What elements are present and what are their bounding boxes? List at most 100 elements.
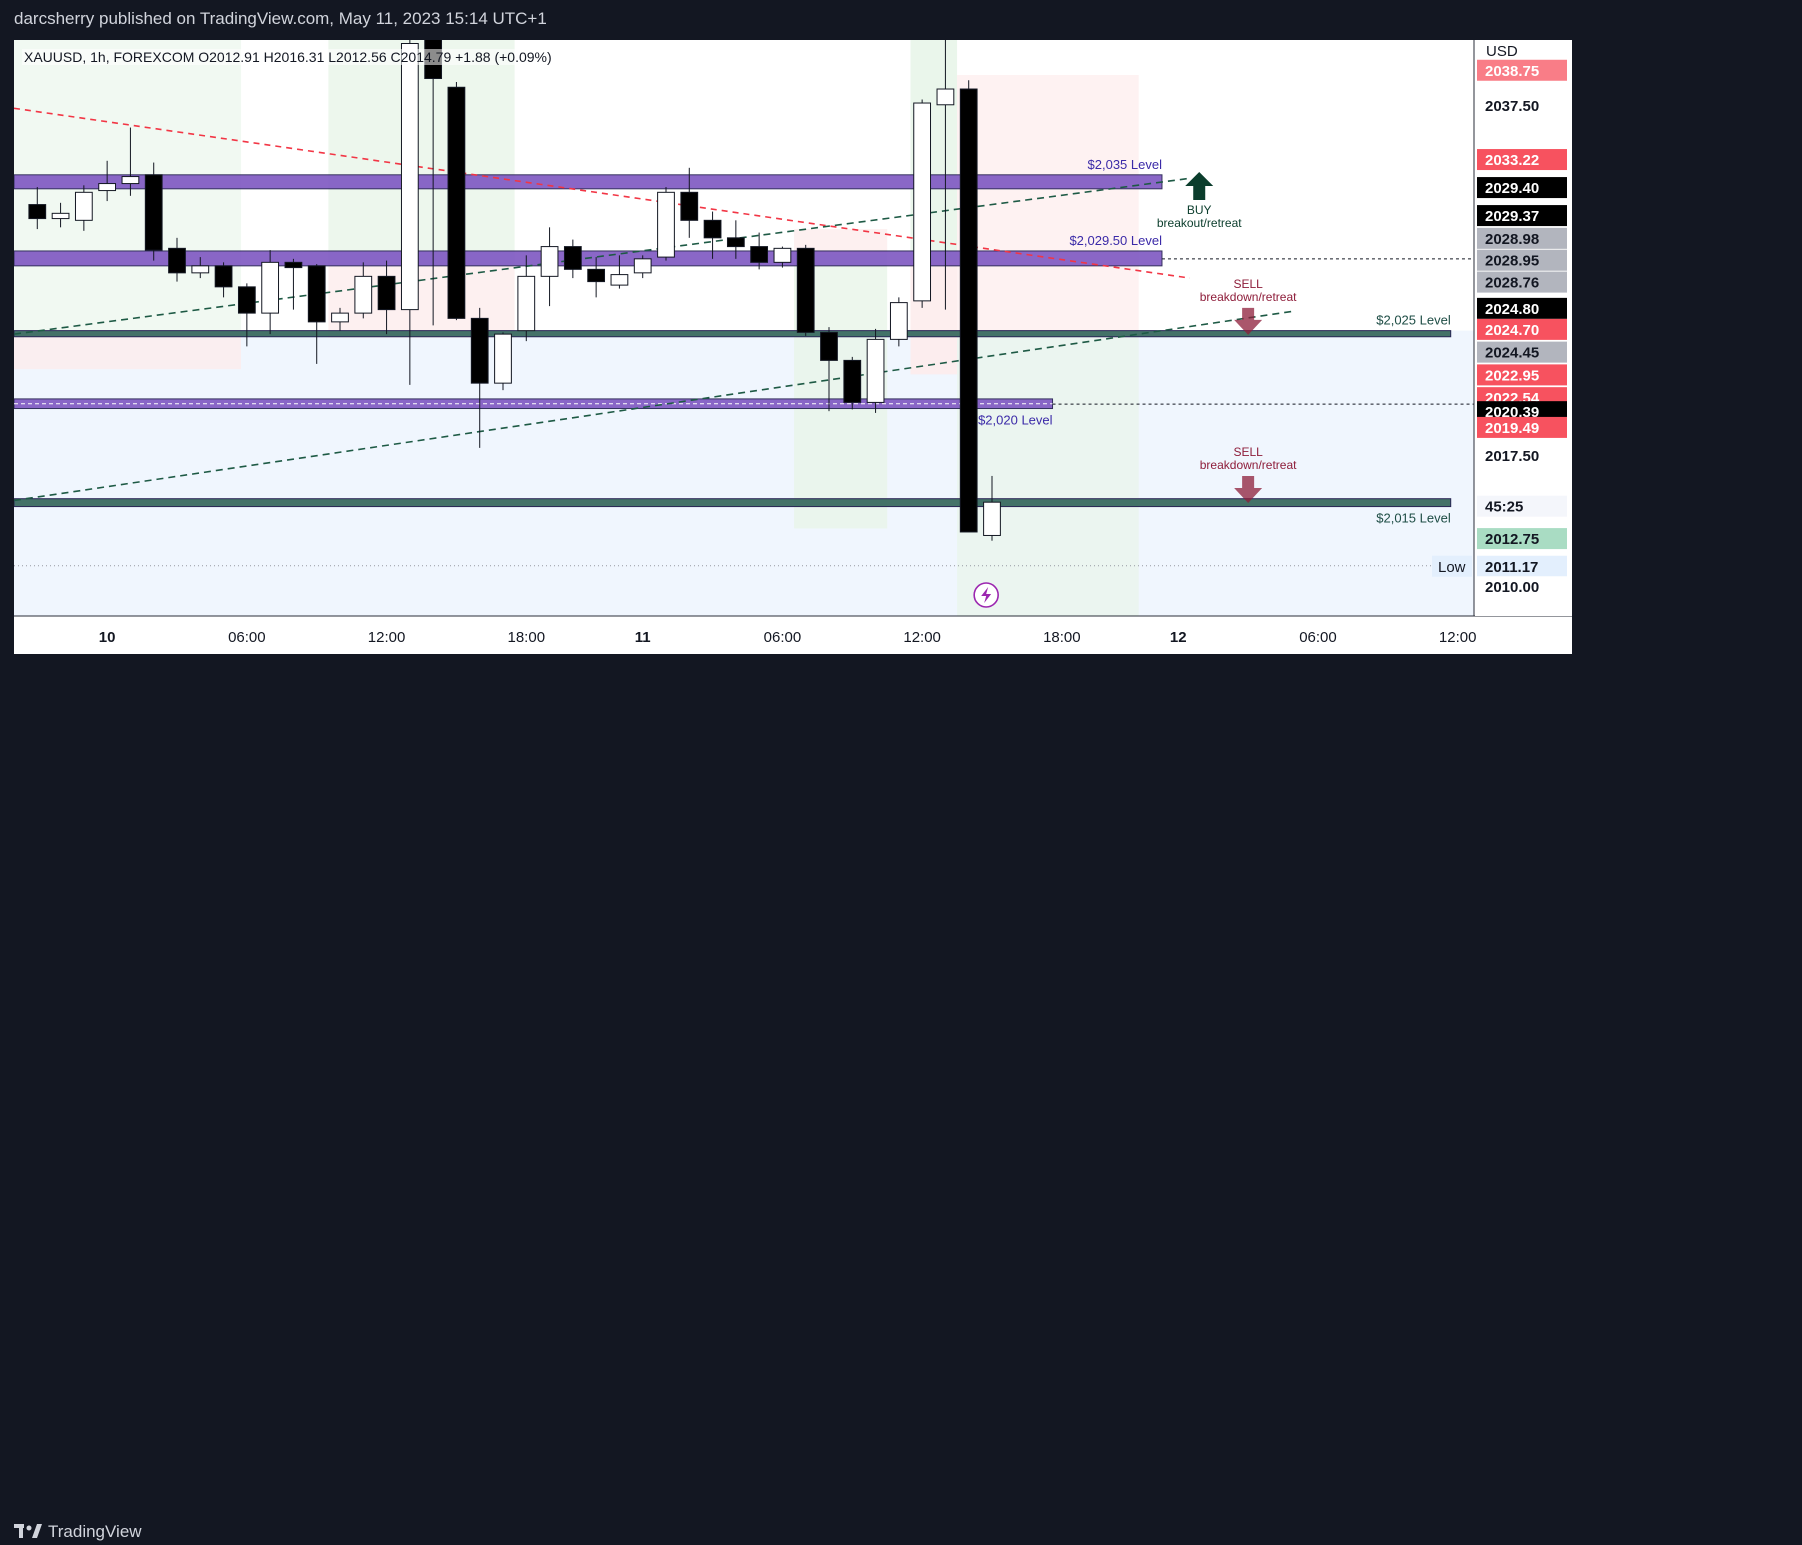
candle-up[interactable] xyxy=(98,183,117,192)
price-label: 2011.17 xyxy=(1485,559,1538,576)
price-label: 2028.98 xyxy=(1485,231,1539,248)
frame-right xyxy=(1572,40,1802,754)
price-label: 2010.00 xyxy=(1485,579,1539,596)
level-band[interactable] xyxy=(13,330,1452,338)
candle-down[interactable] xyxy=(563,246,582,270)
candle-up[interactable] xyxy=(983,501,1001,536)
time-tick-label: 06:00 xyxy=(1299,629,1337,646)
candle-up[interactable] xyxy=(540,246,559,277)
candle-up[interactable] xyxy=(633,258,652,274)
candle-up[interactable] xyxy=(866,338,885,403)
candle-down[interactable] xyxy=(470,317,489,384)
candle-up[interactable] xyxy=(191,265,210,274)
price-label-box xyxy=(1477,227,1567,249)
price-label-box xyxy=(1477,401,1567,423)
sell-arrow-icon xyxy=(1234,307,1263,335)
annotation-label: breakout/retreat xyxy=(1157,216,1242,230)
candle-down[interactable] xyxy=(144,174,163,251)
currency-label: USD xyxy=(1486,43,1518,60)
price-label-box xyxy=(1477,297,1567,319)
candle-up[interactable] xyxy=(517,275,536,332)
trendline[interactable] xyxy=(13,107,1191,279)
price-label-box xyxy=(1477,249,1567,271)
candle-down[interactable] xyxy=(959,88,978,533)
red-zone xyxy=(957,75,1139,333)
candle-up[interactable] xyxy=(889,302,908,340)
candle-down[interactable] xyxy=(587,268,606,283)
candle-up[interactable] xyxy=(331,312,349,323)
tradingview-brand[interactable]: TradingView xyxy=(14,1522,142,1542)
price-label-box xyxy=(1477,205,1567,227)
green-zone xyxy=(328,40,515,266)
symbol-ohlc-line: XAUUSD, 1h, FOREXCOM O2012.91 H2016.31 L… xyxy=(22,49,554,65)
candle-up[interactable] xyxy=(51,212,70,220)
time-tick-label: 12:00 xyxy=(1439,629,1477,646)
candle-down[interactable] xyxy=(843,359,862,403)
low-marker-box xyxy=(1432,555,1472,577)
time-tick-label: 06:00 xyxy=(764,629,802,646)
lightning-bolt xyxy=(981,586,992,603)
blue-zone xyxy=(14,330,1474,616)
candle-up[interactable] xyxy=(773,247,792,263)
candle-up[interactable] xyxy=(121,176,140,185)
candle-up[interactable] xyxy=(400,43,419,311)
candle-up[interactable] xyxy=(913,102,932,302)
level-band[interactable] xyxy=(13,174,1163,190)
candle-up[interactable] xyxy=(74,191,93,221)
price-label: 2017.50 xyxy=(1485,448,1539,465)
frame-bottom xyxy=(14,654,1802,754)
price-label: 2022.95 xyxy=(1485,367,1539,384)
candle-up[interactable] xyxy=(936,88,955,106)
price-label: 2019.49 xyxy=(1485,420,1539,437)
price-label-box xyxy=(1477,318,1567,340)
brand-label: TradingView xyxy=(48,1522,142,1541)
candle-down[interactable] xyxy=(447,86,466,319)
level-band[interactable] xyxy=(13,498,1452,508)
candle-down[interactable] xyxy=(214,265,233,288)
candle-up[interactable] xyxy=(354,275,373,314)
price-label-box xyxy=(1477,59,1567,81)
price-label: 2038.75 xyxy=(1485,63,1539,80)
annotation-label: SELL xyxy=(1233,277,1263,291)
candle-down[interactable] xyxy=(750,246,769,263)
candle-down[interactable] xyxy=(28,204,47,220)
level-label: $2,035 Level xyxy=(1088,157,1163,172)
time-tick-label: 18:00 xyxy=(1043,629,1081,646)
buy-arrow-icon xyxy=(1185,172,1214,201)
price-label: 45:25 xyxy=(1485,499,1523,516)
candle-down[interactable] xyxy=(796,247,815,333)
chart-frame[interactable]: $2,035 Level $2,029.50 Level $2,025 Level $… xyxy=(13,34,1802,755)
price-label: 2028.95 xyxy=(1485,253,1539,270)
candle-up[interactable] xyxy=(610,274,629,286)
candle-down[interactable] xyxy=(168,247,186,274)
candle-down[interactable] xyxy=(820,331,838,361)
green-zone xyxy=(957,332,1139,616)
price-label: 2024.70 xyxy=(1485,322,1539,339)
candle-down[interactable] xyxy=(703,219,722,239)
candle-up[interactable] xyxy=(494,333,512,384)
candle-up[interactable] xyxy=(657,191,675,258)
candle-down[interactable] xyxy=(237,286,256,314)
candle-up[interactable] xyxy=(261,261,280,314)
candle-down[interactable] xyxy=(307,265,326,323)
price-label: 2028.76 xyxy=(1485,275,1539,292)
price-label: 2029.37 xyxy=(1485,208,1539,225)
price-label-box xyxy=(1477,341,1567,363)
price-label: 2012.75 xyxy=(1485,531,1539,548)
time-tick-label: 18:00 xyxy=(508,629,546,646)
candle-down[interactable] xyxy=(284,261,303,269)
annotation-label: SELL xyxy=(1233,445,1263,459)
annotation-label: BUY xyxy=(1187,203,1212,217)
low-marker-label: Low xyxy=(1438,559,1466,576)
time-tick-label: 12 xyxy=(1170,629,1187,646)
price-label-box xyxy=(1477,149,1567,171)
candlestick-chart[interactable]: $2,035 Level $2,029.50 Level $2,025 Level $… xyxy=(13,34,1802,755)
price-label-box xyxy=(1477,271,1567,293)
candle-down[interactable] xyxy=(377,275,396,311)
tradingview-logo-icon xyxy=(14,1524,42,1540)
trendline[interactable] xyxy=(13,177,1191,335)
price-label: 2024.45 xyxy=(1485,345,1539,362)
price-label-box xyxy=(1477,576,1567,598)
candle-down[interactable] xyxy=(680,191,699,221)
candle-down[interactable] xyxy=(726,237,745,248)
